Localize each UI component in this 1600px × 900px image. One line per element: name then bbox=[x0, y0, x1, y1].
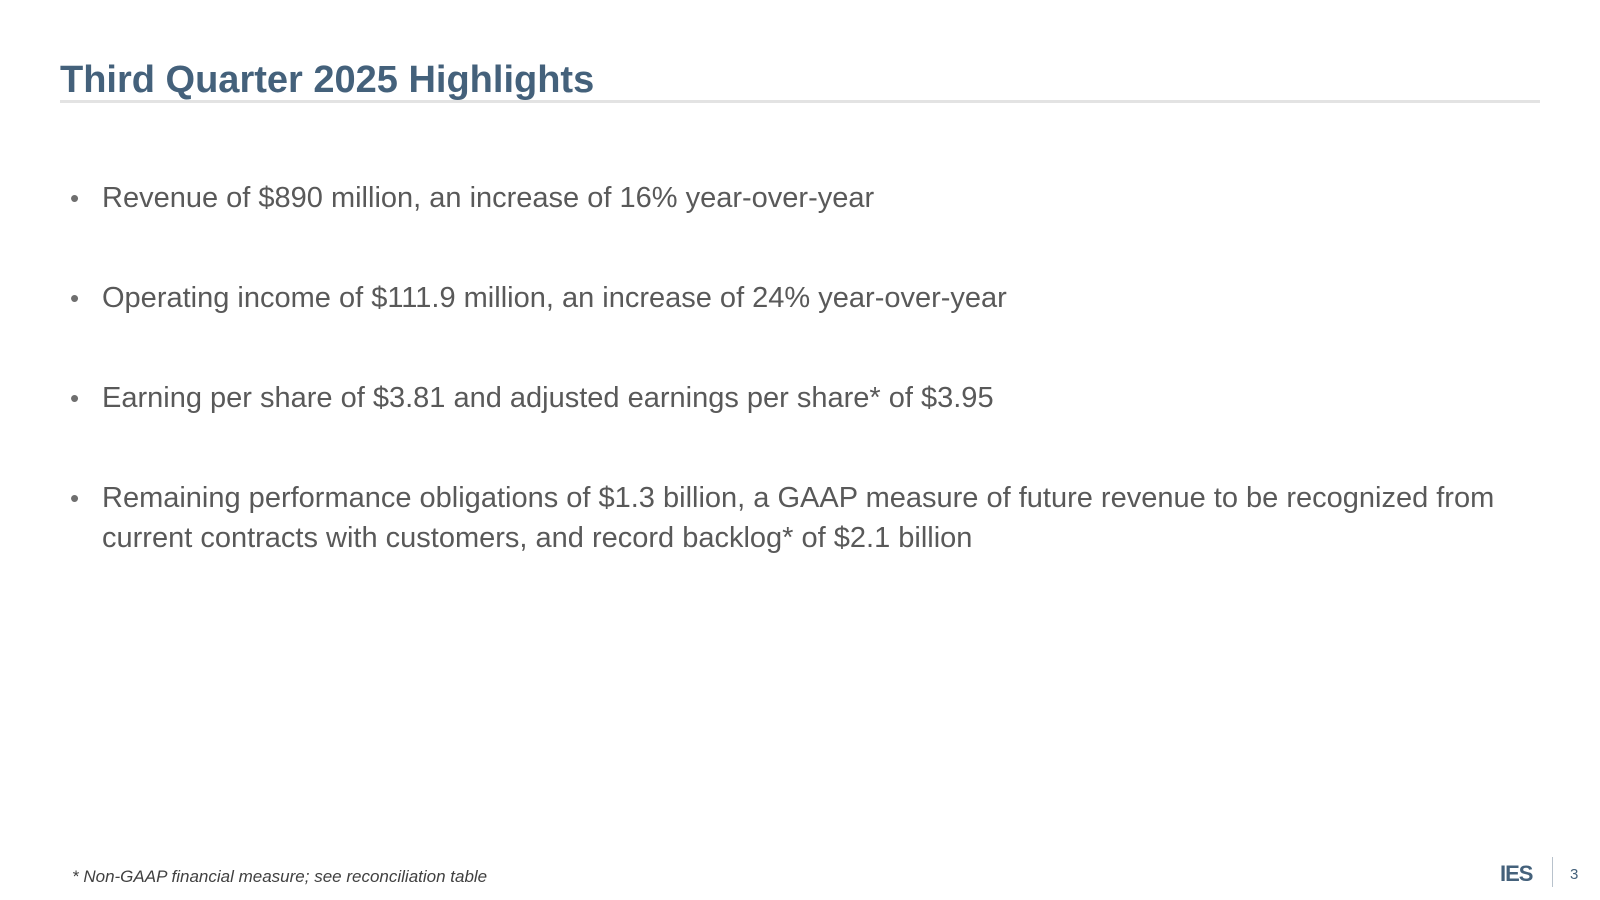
footer-divider bbox=[1552, 857, 1553, 887]
ies-logo: IES bbox=[1500, 861, 1534, 886]
highlight-text: Remaining performance obligations of $1.… bbox=[102, 482, 1495, 554]
page-number: 3 bbox=[1570, 866, 1579, 883]
title-divider bbox=[60, 100, 1540, 103]
slide-title: Third Quarter 2025 Highlights bbox=[60, 59, 595, 102]
highlight-text: Earning per share of $3.81 and adjusted … bbox=[102, 382, 994, 414]
bullet-icon: • bbox=[70, 483, 80, 513]
footnote: * Non-GAAP financial measure; see reconc… bbox=[72, 867, 488, 886]
highlight-text: Operating income of $111.9 million, an i… bbox=[102, 282, 1007, 314]
bullet-icon: • bbox=[70, 283, 80, 313]
logo-wordmark: IES bbox=[1500, 861, 1533, 886]
highlight-text: Revenue of $890 million, an increase of … bbox=[102, 182, 875, 214]
highlight-item-eps: • Earning per share of $3.81 and adjuste… bbox=[70, 378, 1530, 418]
highlight-item-operating-income: • Operating income of $111.9 million, an… bbox=[70, 278, 1530, 318]
highlight-item-backlog: • Remaining performance obligations of $… bbox=[70, 478, 1530, 558]
bullet-icon: • bbox=[70, 183, 80, 213]
bullet-icon: • bbox=[70, 383, 80, 413]
highlight-item-revenue: • Revenue of $890 million, an increase o… bbox=[70, 178, 1530, 218]
